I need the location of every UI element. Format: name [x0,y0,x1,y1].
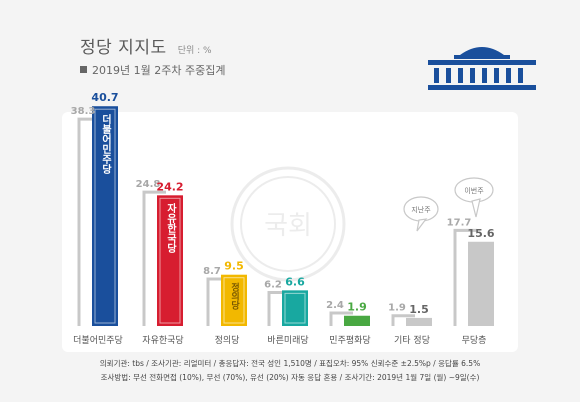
value-label-current: 9.5 [224,260,244,273]
category-label: 바른미래당 [267,335,308,346]
square-bullet-icon [80,66,87,73]
bar-inner-frame [94,108,116,324]
value-label-previous: 2.4 [326,300,344,311]
bar-current [282,290,308,326]
national-assembly-logo [428,47,536,90]
value-label-previous: 6.2 [264,280,282,291]
category-label: 민주평화당 [329,335,370,346]
value-label-previous: 38.3 [71,106,96,117]
title-block: 정당 지지도 단위 : % [80,33,212,58]
bar-current [344,315,370,326]
bar-party-text: 더불어민주당 [100,113,112,175]
category-label: 기타 정당 [394,335,430,346]
bubble-this-week: 이번주 [464,186,484,195]
value-label-current: 40.7 [91,91,118,104]
category-label: 더불어민주당 [73,335,123,346]
bar-current [468,241,494,326]
value-label-previous: 17.7 [447,217,472,228]
bar-current [221,274,247,326]
bubble-last-week: 지난주 [411,205,431,214]
bar-inner-frame [223,277,245,324]
bar-previous [453,228,477,326]
footer-survey-info: 의뢰기관: tbs / 조사기관: 리얼미터 / 총응답자: 전국 성인 1,5… [99,359,481,368]
bar-previous [329,311,353,326]
value-label-current: 24.2 [156,180,183,193]
value-label-current: 1.9 [347,301,367,314]
bar-previous [142,190,166,326]
bar-inner-frame [159,197,181,324]
category-label: 무당층 [462,335,487,346]
value-label-current: 15.6 [467,227,494,240]
bar-current [92,106,118,326]
chart-subtitle: 2019년 1월 2주차 주중집계 [80,62,225,78]
category-label: 자유한국당 [142,335,183,346]
watermark-seal: 국회 [230,166,346,282]
value-label-current: 6.6 [285,275,305,288]
watermark-text: 국회 [264,211,312,241]
chart-title: 정당 지지도 [80,38,167,58]
category-label: 정의당 [215,335,240,346]
bar-inner-frame [284,292,306,324]
value-label-previous: 24.8 [136,179,161,190]
bar-current [157,195,183,326]
value-label-current: 1.5 [409,303,429,316]
unit-label: 단위 : % [177,46,212,56]
footer-survey-method: 조사방법: 무선 전화면접 (10%), 무선 (70%), 유선 (20%) … [100,373,480,382]
value-label-previous: 1.9 [388,303,406,314]
bar-current [406,317,432,326]
bubble-group: 지난주 이번주 [403,177,494,232]
bar-party-text: 자유한국당 [165,202,177,254]
bar-previous [391,314,415,326]
subtitle-text: 2019년 1월 2주차 주중집계 [92,64,226,77]
bar-party-text: 정의당 [229,282,239,311]
value-label-previous: 8.7 [203,266,221,277]
